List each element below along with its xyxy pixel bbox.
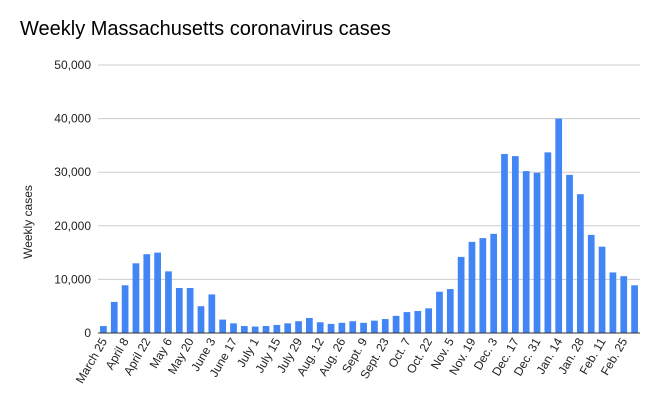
bar: [620, 276, 628, 333]
bar: [501, 153, 508, 333]
bar: [511, 156, 519, 333]
y-tick-labels: 0 10,000 20,000 30,000 40,000 50,000: [54, 58, 91, 340]
bar: [197, 306, 205, 333]
bar: [490, 233, 498, 333]
y-tick-label: 0: [84, 326, 91, 340]
bar: [392, 315, 400, 333]
bar: [251, 326, 259, 333]
y-tick-label: 50,000: [54, 58, 91, 72]
bar: [609, 272, 617, 333]
y-tick-label: 10,000: [54, 272, 91, 286]
chart-title: Weekly Massachusetts coronavirus cases: [20, 18, 391, 40]
bar: [371, 320, 378, 333]
bar: [577, 194, 584, 333]
bar: [262, 326, 270, 333]
bar: [436, 291, 443, 333]
bar: [425, 308, 432, 333]
bar: [219, 319, 227, 333]
bar: [598, 246, 606, 333]
bar: [403, 312, 411, 333]
y-tick-label: 40,000: [54, 112, 91, 126]
bar: [165, 271, 172, 333]
bar: [284, 323, 292, 333]
bars: [100, 118, 638, 333]
bar: [208, 294, 216, 333]
bar: [360, 322, 367, 333]
bar: [132, 263, 140, 333]
bar: [566, 174, 573, 333]
bar: [631, 285, 638, 333]
bar: [240, 326, 248, 333]
bar: [143, 254, 151, 333]
bar: [273, 324, 281, 333]
bar: [110, 301, 118, 333]
bar: [381, 319, 389, 333]
bar: [121, 285, 129, 333]
bar: [306, 317, 313, 333]
bar: [186, 287, 194, 333]
bar: [100, 326, 107, 333]
y-tick-label: 30,000: [54, 165, 91, 179]
bar: [295, 321, 302, 333]
bar: [414, 311, 422, 333]
y-tick-label: 20,000: [54, 219, 91, 233]
bar: [338, 322, 346, 333]
bar: [230, 323, 237, 333]
bar: [316, 322, 324, 333]
bar: [349, 321, 357, 333]
bar: [327, 323, 335, 333]
bar: [446, 289, 454, 333]
bar: [468, 241, 476, 333]
bar: [175, 287, 183, 333]
bar: [522, 171, 530, 333]
bar: [544, 152, 552, 333]
bar: [533, 172, 541, 333]
bar: [457, 256, 465, 333]
bar: [555, 118, 563, 333]
bar: [479, 238, 487, 333]
bar: [587, 234, 595, 333]
bar: [154, 252, 161, 333]
